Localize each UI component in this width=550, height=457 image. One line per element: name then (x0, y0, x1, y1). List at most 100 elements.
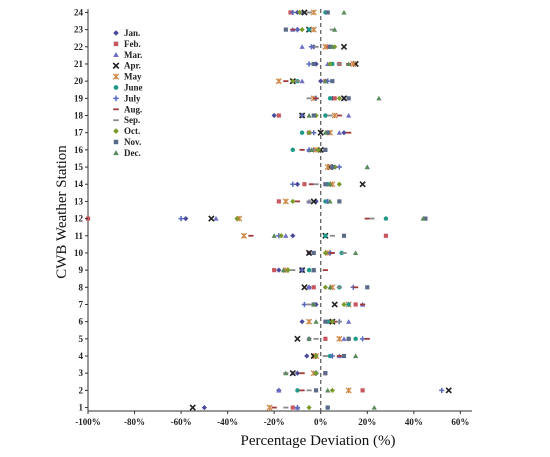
data-point (350, 60, 357, 68)
legend-item: Feb. (113, 39, 141, 49)
legend-marker (113, 150, 119, 156)
data-point (346, 302, 351, 307)
data-point (346, 112, 352, 118)
data-point (290, 405, 295, 410)
data-point (341, 9, 347, 15)
data-point (306, 61, 312, 67)
legend-label: Dec. (124, 148, 141, 158)
data-point (353, 353, 359, 359)
data-point (371, 404, 377, 410)
data-point (311, 113, 316, 118)
data-point (306, 267, 312, 273)
data-point (353, 250, 359, 256)
legend-item: July (113, 93, 141, 103)
y-tick-label: 22 (74, 42, 84, 52)
legend-item: May (112, 72, 142, 82)
data-point (283, 370, 289, 376)
data-point (266, 404, 273, 411)
data-point (311, 250, 316, 256)
data-point (383, 216, 389, 221)
data-point (313, 388, 319, 393)
data-point (306, 336, 312, 341)
data-point (329, 44, 335, 49)
y-tick-label: 10 (74, 248, 84, 258)
data-point (325, 10, 330, 15)
data-point (327, 96, 333, 101)
data-point (290, 233, 296, 239)
legend-label: Sep. (124, 115, 140, 125)
y-axis-title: CWB Weather Station (54, 145, 70, 279)
data-point (311, 130, 317, 136)
y-tick-label: 11 (74, 231, 83, 241)
data-point (346, 319, 352, 324)
data-point (336, 130, 342, 135)
series-11 (283, 10, 428, 410)
data-point (323, 113, 328, 118)
data-point (346, 61, 352, 67)
data-point (325, 44, 330, 49)
data-point (294, 404, 301, 411)
x-axis-title: Percentage Deviation (%) (241, 433, 396, 449)
data-point (325, 405, 330, 410)
data-point (336, 164, 342, 170)
data-point (313, 370, 319, 376)
y-tick-label: 13 (74, 196, 84, 206)
x-tick-label: 40% (405, 417, 423, 427)
data-point (323, 336, 328, 341)
data-point (308, 44, 315, 50)
legend-label: Jan. (124, 28, 140, 38)
data-point (278, 233, 284, 239)
data-point (322, 43, 329, 50)
legend-item: Nov. (113, 137, 141, 147)
x-tick-label: 0% (314, 417, 328, 427)
data-point (297, 9, 303, 16)
data-point (332, 96, 337, 101)
data-point (294, 370, 301, 376)
data-point (327, 198, 333, 204)
y-tick-label: 9 (79, 265, 84, 275)
data-point (329, 387, 335, 393)
data-point (276, 267, 282, 273)
data-point (341, 336, 347, 341)
data-point (313, 61, 319, 67)
data-point (336, 181, 342, 187)
data-point (365, 285, 370, 290)
data-point (299, 319, 305, 325)
data-point (383, 233, 388, 238)
data-point (299, 130, 305, 135)
legend-item: June (113, 83, 143, 93)
data-point (301, 301, 308, 308)
data-point (322, 130, 328, 135)
data-point (323, 371, 328, 376)
y-tick-label: 23 (74, 25, 84, 35)
y-tick-label: 24 (74, 7, 84, 17)
data-point (313, 112, 319, 119)
data-point (282, 198, 289, 205)
x-tick-labels: -100% -80% -60% -40% -20% 0% 20% 40% 60% (75, 411, 469, 427)
data-point (310, 198, 317, 205)
data-point (322, 284, 328, 290)
data-point (313, 353, 319, 359)
data-point (345, 387, 352, 394)
data-point (290, 181, 296, 187)
data-points (85, 9, 452, 411)
data-point (353, 302, 358, 307)
data-point (290, 147, 296, 153)
data-point (306, 318, 313, 325)
data-point (341, 130, 347, 136)
data-point (306, 284, 312, 290)
series-9 (283, 11, 375, 409)
legend-marker (113, 41, 119, 47)
data-point (336, 335, 343, 342)
data-point (332, 27, 338, 32)
data-point (201, 404, 207, 411)
legend-item: Sep. (113, 115, 140, 125)
data-point (346, 96, 351, 101)
legend-marker (113, 139, 119, 145)
data-point (285, 267, 291, 273)
data-point (359, 181, 366, 188)
x-tick-label: -40% (217, 417, 238, 427)
legend-marker (113, 85, 119, 90)
data-point (280, 267, 287, 273)
